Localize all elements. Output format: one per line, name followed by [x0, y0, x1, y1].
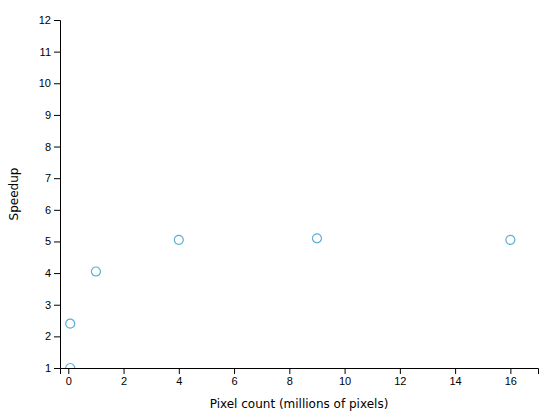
- x-tick-mark: [124, 368, 125, 374]
- x-tick: 10: [339, 368, 351, 387]
- y-tick: 5: [45, 235, 60, 247]
- x-tick-label: 12: [394, 375, 406, 387]
- x-tick: 12: [394, 368, 406, 387]
- y-tick-mark: [54, 368, 60, 369]
- y-tick: 11: [40, 46, 60, 58]
- y-tick: 9: [45, 109, 60, 121]
- plot: 0246810121416123456789101112: [39, 14, 539, 387]
- x-tick: 0: [66, 368, 72, 387]
- y-tick-label: 2: [45, 330, 51, 342]
- y-tick-label: 8: [45, 141, 51, 153]
- point: [312, 234, 321, 243]
- y-tick-mark: [54, 83, 60, 84]
- y-tick: 12: [39, 14, 60, 26]
- y-tick-label: 7: [45, 172, 51, 184]
- x-tick-mark: [68, 368, 69, 374]
- x-tick-label: 0: [66, 375, 72, 387]
- x-axis: 0 2 4 6 8 10 12 14 16: [61, 368, 539, 387]
- y-axis-line: [54, 21, 61, 369]
- y-tick: 4: [45, 267, 60, 279]
- x-tick: 6: [232, 368, 238, 387]
- y-tick: 2: [45, 330, 60, 342]
- y-tick: 10: [39, 77, 60, 89]
- x-tick-mark: [400, 368, 401, 374]
- x-tick-label: 10: [339, 375, 351, 387]
- x-tick-mark: [345, 368, 346, 374]
- points: [66, 234, 515, 368]
- x-tick-mark: [234, 368, 235, 374]
- point: [66, 319, 75, 328]
- point: [91, 267, 100, 276]
- point: [506, 235, 515, 244]
- x-axis-line: [61, 369, 539, 375]
- y-tick-mark: [54, 115, 60, 116]
- y-tick-mark: [54, 52, 60, 53]
- y-axis: 123456789101112: [39, 14, 61, 374]
- y-tick-mark: [54, 305, 60, 306]
- y-axis-title: Speedup: [7, 168, 21, 221]
- x-tick-label: 6: [232, 375, 238, 387]
- y-tick-label: 6: [45, 204, 51, 216]
- y-tick-label: 4: [45, 267, 51, 279]
- y-tick-label: 11: [40, 46, 51, 58]
- y-tick-mark: [54, 147, 60, 148]
- y-tick-label: 9: [45, 109, 51, 121]
- y-tick-mark: [54, 178, 60, 179]
- y-tick: 7: [45, 172, 60, 184]
- x-tick-label: 4: [176, 375, 182, 387]
- y-tick-label: 3: [45, 299, 51, 311]
- x-tick: 8: [287, 368, 293, 387]
- y-tick: 1: [45, 362, 60, 374]
- point: [174, 235, 183, 244]
- y-tick: 8: [45, 141, 60, 153]
- y-tick-label: 1: [45, 362, 51, 374]
- x-tick: 2: [121, 368, 127, 387]
- x-tick-label: 16: [505, 375, 517, 387]
- x-tick-mark: [510, 368, 511, 374]
- y-tick-mark: [54, 210, 60, 211]
- point: [66, 363, 75, 368]
- x-tick-label: 2: [121, 375, 127, 387]
- x-tick-label: 14: [449, 375, 461, 387]
- y-tick-mark: [54, 20, 60, 21]
- x-tick-label: 8: [287, 375, 293, 387]
- x-tick-mark: [179, 368, 180, 374]
- chart: 0246810121416123456789101112Pixel count …: [0, 0, 560, 420]
- y-tick-label: 10: [39, 77, 51, 89]
- x-tick-mark: [455, 368, 456, 374]
- x-tick: 14: [449, 368, 461, 387]
- x-axis-title: Pixel count (millions of pixels): [210, 397, 389, 411]
- y-tick-label: 12: [39, 14, 51, 26]
- x-tick: 16: [505, 368, 517, 387]
- y-tick-mark: [54, 273, 60, 274]
- y-tick: 3: [45, 299, 60, 311]
- x-tick: 4: [176, 368, 182, 387]
- y-tick-mark: [54, 241, 60, 242]
- y-tick: 6: [45, 204, 60, 216]
- y-tick-mark: [54, 336, 60, 337]
- y-tick-label: 5: [45, 235, 51, 247]
- x-tick-mark: [289, 368, 290, 374]
